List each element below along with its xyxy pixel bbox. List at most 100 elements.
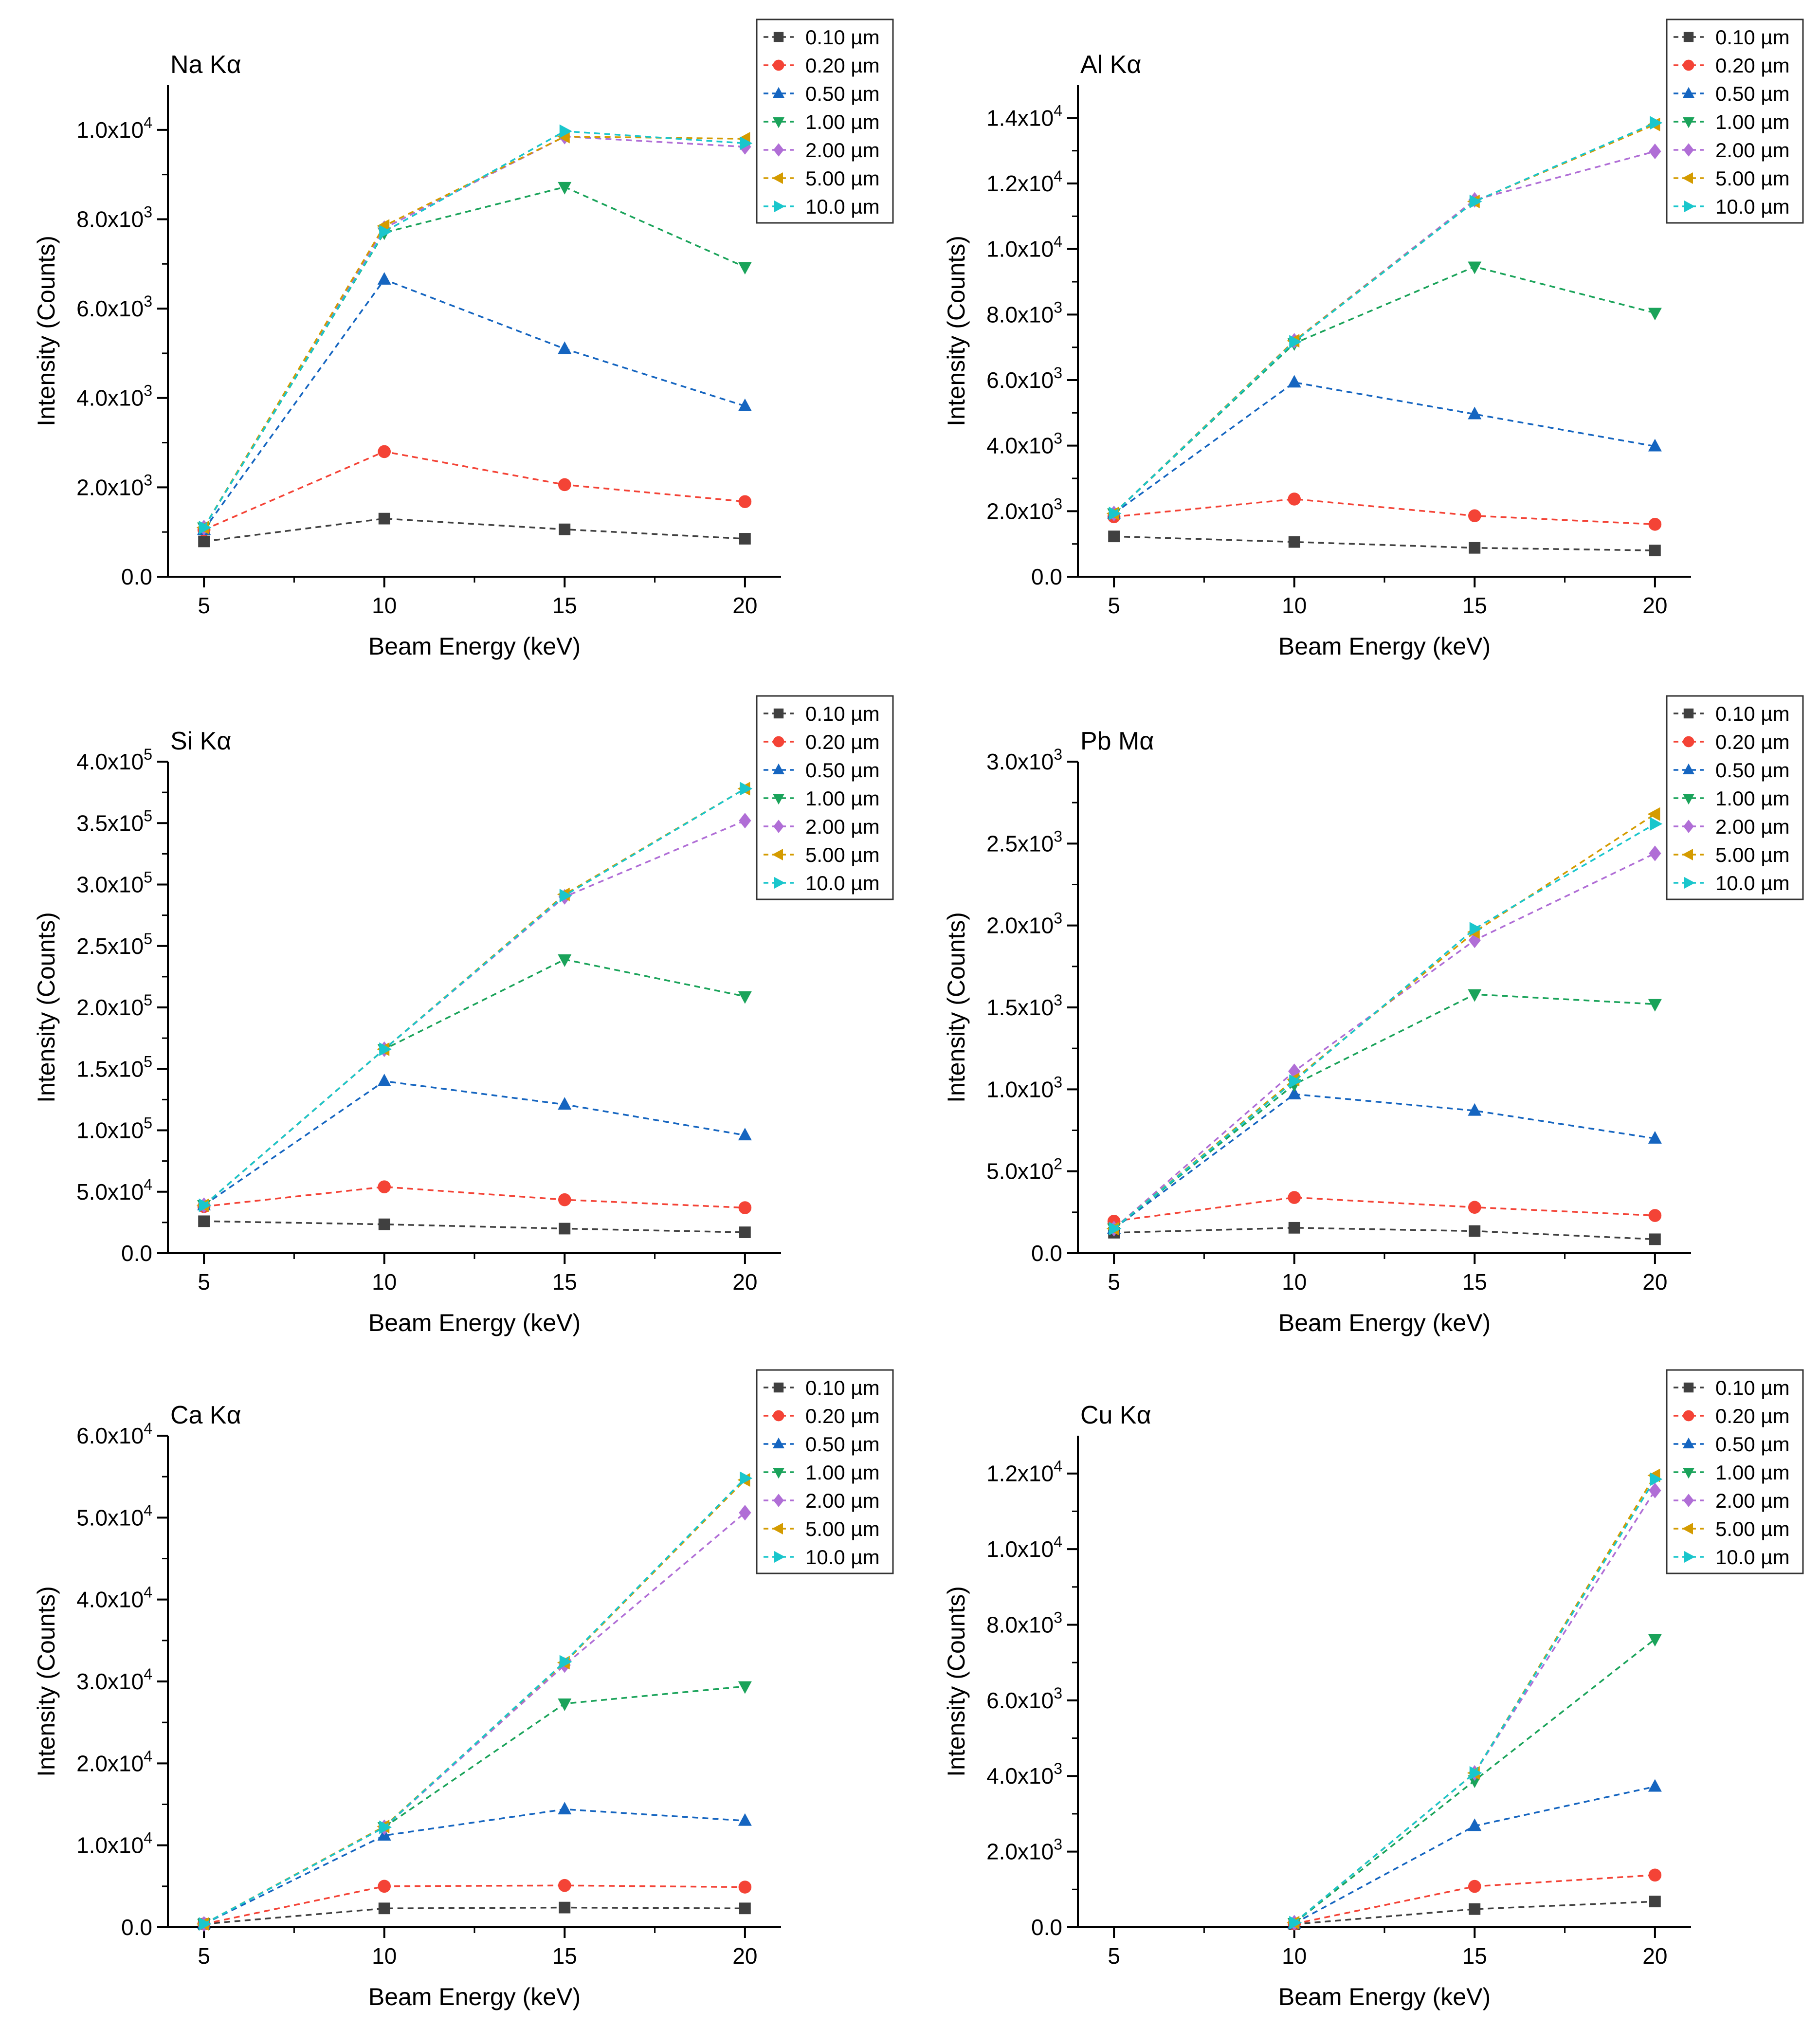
data-point xyxy=(1650,1472,1663,1486)
series-line xyxy=(1113,993,1655,1229)
legend-label: 0.20 µm xyxy=(805,54,880,77)
x-tick-label: 5 xyxy=(198,1943,210,1969)
y-tick-label: 6.0x103 xyxy=(986,364,1062,393)
series-0-10-um xyxy=(198,512,751,548)
legend-marker xyxy=(1683,1468,1694,1479)
series-line xyxy=(203,1808,746,1925)
legend: 0.10 µm 0.20 µm 0.50 µm 1.00 µm 2.00 µm 5.00 … xyxy=(1666,695,1804,900)
y-axis-label: Intensity (Counts) xyxy=(33,1586,60,1777)
y-tick-label: 1.2x104 xyxy=(986,1458,1062,1486)
series-1-00-um xyxy=(197,182,752,535)
legend-label: 10.0 µm xyxy=(805,195,880,218)
series-10-0-um xyxy=(199,1471,753,1931)
series-line xyxy=(1293,1479,1656,1924)
legend-label: 10.0 µm xyxy=(1715,1546,1790,1569)
data-point xyxy=(740,1471,753,1485)
data-point xyxy=(738,991,752,1004)
data-point xyxy=(1469,1225,1481,1237)
legend-marker xyxy=(773,87,784,98)
x-tick-label: 5 xyxy=(198,593,210,618)
legend-label: 5.00 µm xyxy=(1715,843,1790,866)
series-0-10-um xyxy=(1108,530,1661,557)
x-tick-label: 15 xyxy=(1462,1269,1487,1295)
legend-marker xyxy=(773,820,784,833)
data-point xyxy=(198,535,210,548)
legend-label: 0.50 µm xyxy=(805,1433,880,1456)
data-point xyxy=(1288,1191,1301,1204)
chart-title: Pb Mα xyxy=(1080,727,1154,755)
data-point xyxy=(1649,143,1661,160)
legend-label: 0.10 µm xyxy=(1715,26,1790,49)
data-point xyxy=(199,521,212,534)
series-line xyxy=(1294,1900,1655,1925)
legend-marker xyxy=(1683,32,1694,42)
legend-marker xyxy=(1683,794,1694,805)
y-tick-label: 5.0x102 xyxy=(986,1155,1062,1184)
x-tick-label: 5 xyxy=(1108,1269,1120,1295)
data-point xyxy=(738,1881,752,1894)
y-tick-label: 3.0x105 xyxy=(76,869,152,897)
legend-marker xyxy=(772,849,783,860)
series-line xyxy=(203,1080,746,1206)
legend-marker xyxy=(773,1468,784,1479)
legend-marker xyxy=(1684,1551,1695,1563)
y-tick-label: 6.0x103 xyxy=(986,1684,1062,1713)
legend-label: 0.50 µm xyxy=(1715,759,1790,782)
series-line xyxy=(1113,381,1656,514)
series-10-0-um xyxy=(1109,116,1663,521)
y-axis-label: Intensity (Counts) xyxy=(943,1586,970,1777)
data-point xyxy=(377,272,391,285)
legend-marker xyxy=(773,794,784,805)
data-point xyxy=(1648,517,1662,531)
legend-marker xyxy=(1683,763,1694,774)
data-point xyxy=(740,782,753,796)
series-line xyxy=(1113,1196,1655,1223)
legend-marker xyxy=(1683,820,1694,833)
series-line xyxy=(1114,535,1655,551)
y-tick-label: 2.5x103 xyxy=(986,827,1062,856)
data-point xyxy=(379,1820,392,1834)
chart-svg: 5 10 15 20 0.0 5.0x104 1.0x105 1.5x105 2.0x105 2.… xyxy=(33,695,894,1336)
series-line xyxy=(1113,266,1656,514)
x-tick-label: 5 xyxy=(1108,593,1120,618)
series-line xyxy=(203,1685,746,1925)
data-point xyxy=(1648,438,1662,452)
data-point xyxy=(738,1681,752,1694)
legend-marker xyxy=(774,201,785,212)
y-tick-label: 5.0x104 xyxy=(76,1501,152,1530)
series-0-20-um xyxy=(197,1180,752,1214)
y-tick-label: 3.0x104 xyxy=(76,1665,152,1694)
y-tick-label: 2.0x103 xyxy=(76,471,152,500)
x-tick-label: 10 xyxy=(1282,593,1307,618)
data-point xyxy=(1649,1233,1661,1245)
chart-title: Na Kα xyxy=(170,51,241,79)
legend-marker xyxy=(1683,143,1694,157)
legend-marker xyxy=(773,736,784,748)
data-point xyxy=(558,954,572,967)
series-line xyxy=(203,1478,746,1925)
legend: 0.10 µm 0.20 µm 0.50 µm 1.00 µm 2.00 µm 5.00 … xyxy=(1666,18,1804,224)
data-point xyxy=(559,1901,571,1914)
x-axis-label: Beam Energy (keV) xyxy=(1278,1983,1491,2010)
panel-pb-m-alpha: 5 10 15 20 0.0 5.0x102 1.0x103 1.5x103 2.0x103 2.… xyxy=(910,676,1810,1351)
series-line xyxy=(203,1906,745,1925)
x-tick-label: 10 xyxy=(372,1269,397,1295)
series-0-10-um xyxy=(198,1215,751,1238)
legend-marker xyxy=(773,1382,784,1393)
legend-label: 0.50 µm xyxy=(805,82,880,105)
legend-label: 0.50 µm xyxy=(1715,82,1790,105)
series-0-20-um xyxy=(1107,493,1662,531)
data-point xyxy=(1288,1222,1300,1234)
x-tick-label: 5 xyxy=(198,1269,210,1295)
y-tick-label: 1.0x104 xyxy=(76,114,152,143)
data-point xyxy=(1289,1074,1302,1088)
data-point xyxy=(1108,530,1120,543)
x-tick-label: 10 xyxy=(372,593,397,618)
y-tick-label: 4.0x103 xyxy=(986,430,1062,458)
y-tick-label: 2.0x103 xyxy=(986,495,1062,524)
y-tick-label: 2.0x103 xyxy=(986,910,1062,938)
data-point xyxy=(199,1917,212,1931)
chart-svg: 5 10 15 20 0.0 2.0x103 4.0x103 6.0x103 8.0x103 1.… xyxy=(33,18,894,660)
data-point xyxy=(1648,1868,1662,1882)
legend-label: 0.10 µm xyxy=(805,26,880,49)
